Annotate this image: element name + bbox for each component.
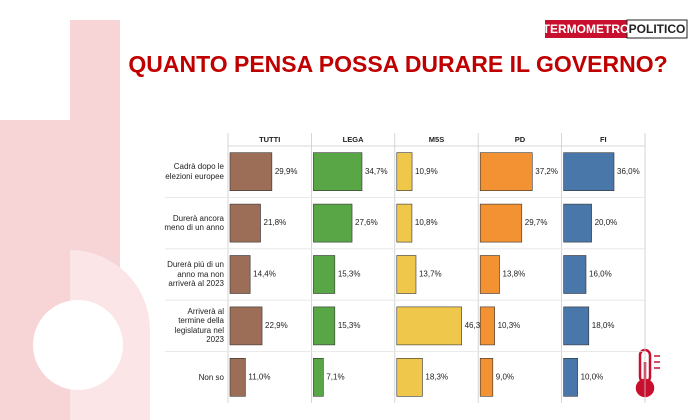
bar [229, 357, 246, 397]
background-decoration [0, 20, 150, 420]
value-label: 16,0% [589, 270, 612, 279]
bar [229, 306, 263, 346]
bar [313, 255, 336, 294]
value-label: 18,0% [592, 321, 615, 330]
bar [229, 203, 261, 243]
bar [396, 152, 413, 191]
value-label: 10,9% [415, 167, 438, 176]
logo-text: POLITICO [629, 22, 686, 36]
row-label-box: Cadrà dopo le elezioni europee [165, 162, 224, 181]
row-label-box: Durerà più di un anno ma non arriverà al… [167, 260, 224, 289]
bar [563, 306, 590, 346]
bar [563, 152, 615, 191]
row-label: Non so [198, 372, 224, 382]
series-header: TUTTI [259, 135, 280, 144]
value-label: 15,3% [338, 321, 361, 330]
value-label: 11,0% [248, 372, 270, 381]
value-label: 13,8% [503, 270, 526, 279]
row-label-box: Arriverà al termine della legislatura ne… [174, 306, 224, 345]
value-label: 13,7% [419, 270, 442, 279]
bar [396, 357, 423, 397]
value-label: 20,0% [595, 218, 618, 227]
series-header: PD [515, 135, 526, 144]
bar [396, 203, 413, 243]
bar [313, 152, 363, 191]
value-label: 22,9% [265, 321, 288, 330]
value-label: 9,0% [496, 372, 514, 381]
value-label: 27,6% [355, 218, 378, 227]
series-header: LEGA [343, 135, 364, 144]
bar [563, 357, 578, 397]
row-label: Arriverà al termine della legislatura ne… [174, 306, 224, 345]
bar [479, 357, 494, 397]
value-label: 29,9% [275, 167, 298, 176]
value-label: 21,8% [264, 218, 287, 227]
bar [479, 152, 533, 191]
logo-box [626, 19, 688, 39]
bar [479, 306, 495, 346]
row-label: Durerà più di un anno ma non arriverà al… [167, 260, 224, 289]
logo-text: TERMOMETRO [543, 22, 630, 36]
thermometer-icon [635, 348, 660, 398]
row-label: Cadrà dopo le elezioni europee [165, 162, 224, 181]
value-label: 34,7% [365, 167, 388, 176]
bar [313, 306, 336, 346]
bar [563, 255, 587, 294]
value-label: 29,7% [525, 218, 548, 227]
value-label: 18,3% [425, 372, 448, 381]
bar [229, 255, 251, 294]
bar [479, 255, 500, 294]
bar [313, 357, 324, 397]
bar [396, 255, 417, 294]
value-label: 15,3% [338, 270, 361, 279]
series-header: FI [600, 135, 607, 144]
row-label: Durerà ancora meno di un anno [164, 213, 224, 233]
value-label: 14,4% [253, 270, 276, 279]
value-label: 10,0% [581, 372, 604, 381]
value-label: 10,8% [415, 218, 438, 227]
bar [563, 203, 592, 243]
value-label: 7,1% [326, 372, 344, 381]
bar [479, 203, 523, 243]
bar [396, 306, 462, 346]
bar [313, 203, 353, 243]
value-label: 37,2% [535, 167, 558, 176]
value-label: 36,0% [617, 167, 640, 176]
row-label-box: Durerà ancora meno di un anno [164, 213, 224, 233]
bar [229, 152, 273, 191]
row-label-box: Non so [198, 372, 224, 382]
series-header: M5S [429, 135, 444, 144]
value-label: 10,3% [498, 321, 521, 330]
value-label: 46,3% [465, 321, 488, 330]
logo-box [545, 20, 627, 38]
chart-title: QUANTO PENSA POSSA DURARE IL GOVERNO? [128, 51, 667, 77]
